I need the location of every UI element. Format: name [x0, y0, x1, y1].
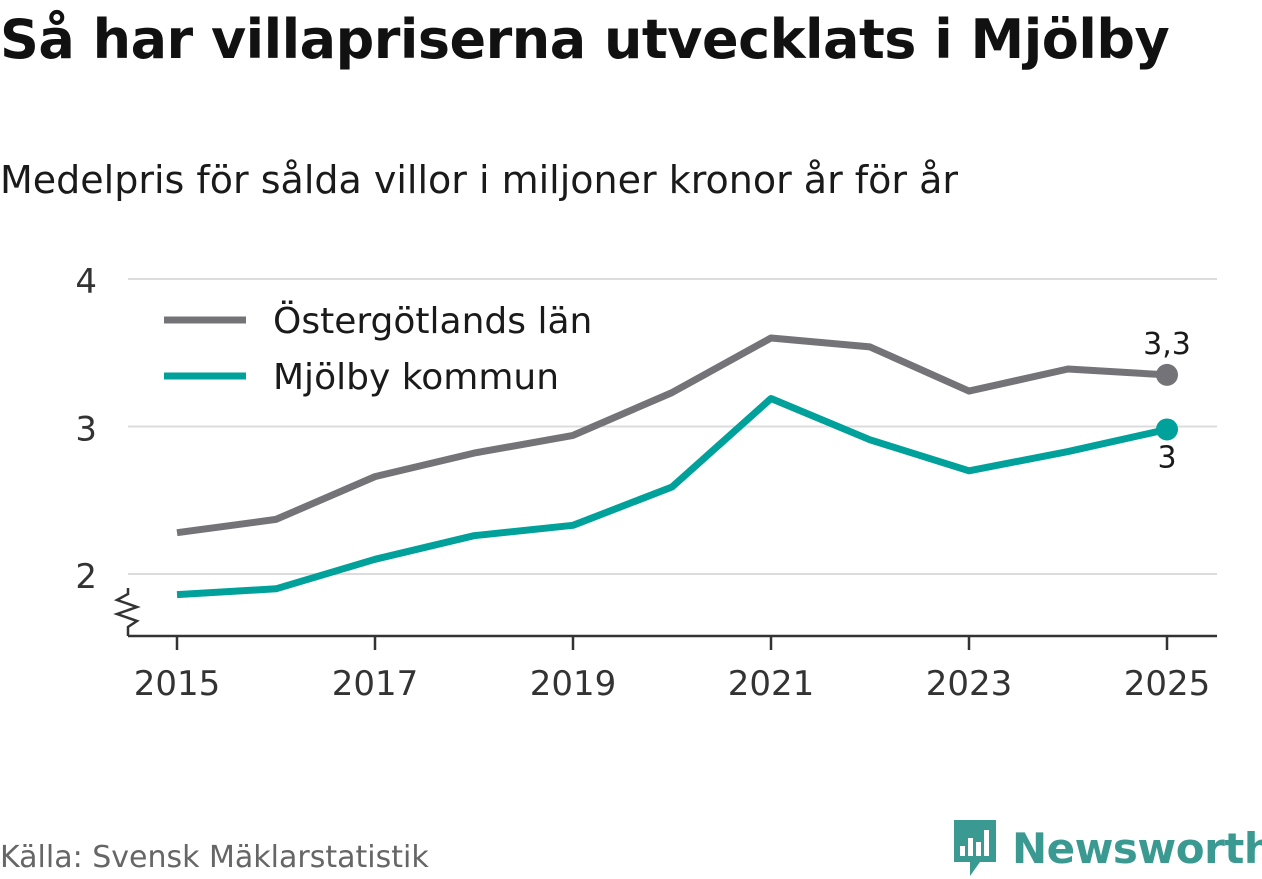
newsworthy-logo-icon — [954, 820, 996, 876]
x-tick-label: 2021 — [728, 664, 815, 704]
y-tick-label: 3 — [75, 410, 97, 450]
chart-subtitle: Medelpris för sålda villor i miljoner kr… — [0, 158, 959, 202]
series-end-point — [1156, 418, 1178, 441]
series-line-mjolby — [176, 395, 1168, 599]
x-tick-label: 2025 — [1124, 664, 1211, 704]
brand-name: Newsworthy — [1012, 823, 1262, 873]
brand-logo: Newsworthy — [950, 818, 1262, 878]
x-tick-label: 2015 — [134, 664, 221, 704]
x-tick-label: 2017 — [332, 664, 419, 704]
source-note: Källa: Svensk Mäklarstatistik — [0, 840, 429, 875]
series-end-label: 3 — [1157, 440, 1176, 475]
x-tick-label: 2023 — [926, 664, 1013, 704]
series-end-point — [1156, 363, 1178, 386]
line-chart: 2 3 4 2015 2017 2019 2021 2023 2025 3,3 3 Östergötl… — [75, 262, 1217, 704]
series-end-label: 3,3 — [1143, 327, 1191, 362]
chart-title: Så har villapriserna utvecklats i Mjölby — [0, 8, 1170, 71]
legend-label: Östergötlands län — [273, 300, 592, 342]
y-tick-label: 4 — [75, 262, 97, 302]
x-tick-label: 2019 — [530, 664, 617, 704]
axis-break-mark — [113, 588, 141, 636]
y-tick-label: 2 — [75, 557, 97, 597]
legend-label: Mjölby kommun — [273, 357, 559, 398]
series-line-ostergotland — [176, 334, 1168, 537]
